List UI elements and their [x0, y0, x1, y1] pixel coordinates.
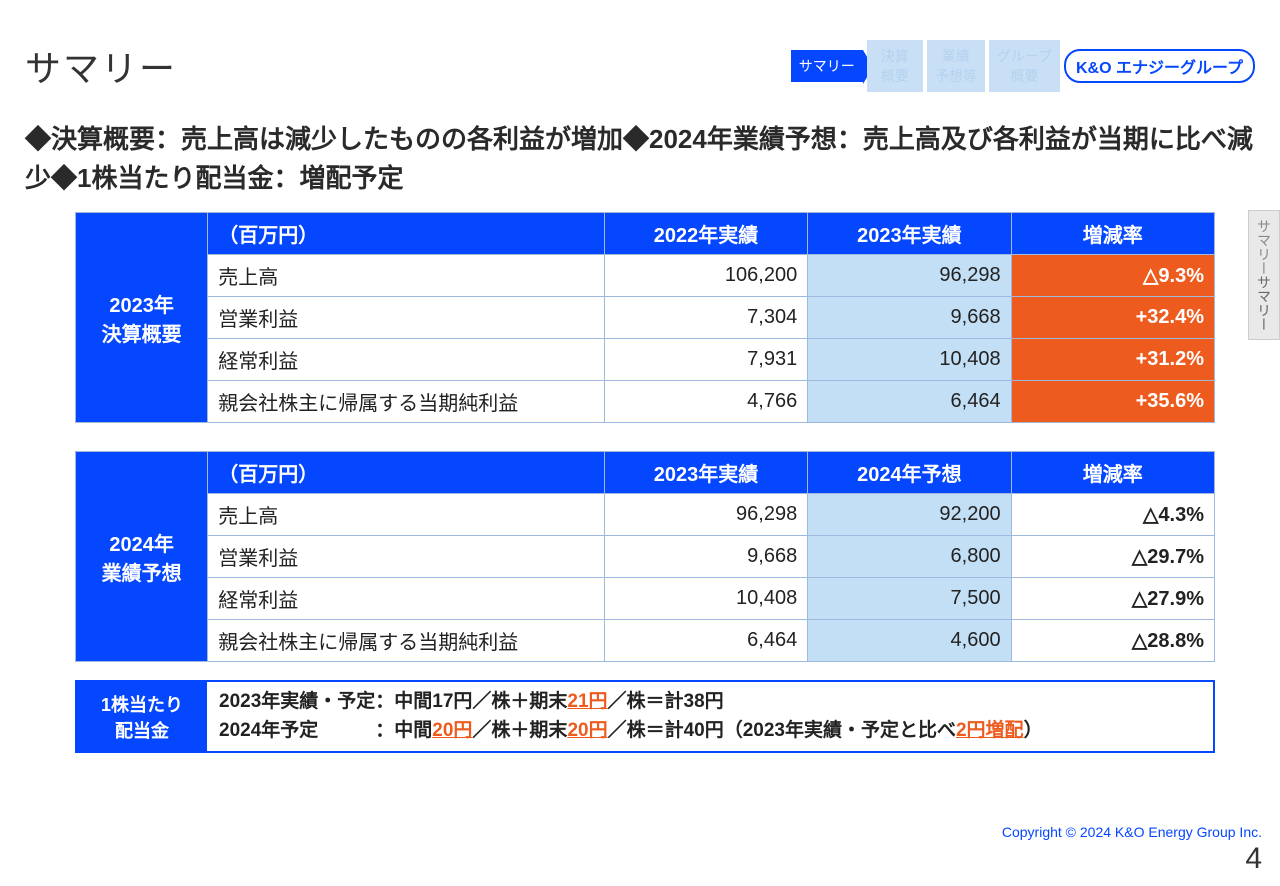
- rate-cell: △28.8%: [1011, 620, 1214, 662]
- rate-cell: △9.3%: [1011, 255, 1214, 297]
- rate-cell: △4.3%: [1011, 494, 1214, 536]
- table-row: 親会社株主に帰属する当期純利益 4,766 6,464 +35.6%: [76, 381, 1215, 423]
- cell: 96,298: [604, 494, 807, 536]
- row-name: 売上高: [208, 255, 605, 297]
- page-number: 4: [1002, 842, 1262, 876]
- text: ／株＝計38円: [608, 691, 724, 712]
- row-name: 営業利益: [208, 297, 605, 339]
- cell: 10,408: [604, 578, 807, 620]
- row-name: 営業利益: [208, 536, 605, 578]
- cell: 4,766: [604, 381, 807, 423]
- accent-text: 20円: [432, 720, 472, 741]
- table-row: 経常利益 10,408 7,500 △27.9%: [76, 578, 1215, 620]
- table-2023-results: 2023年 決算概要 （百万円） 2022年実績 2023年実績 増減率 売上高…: [75, 212, 1215, 423]
- text: ）: [1024, 720, 1043, 741]
- text: ／株＋期末: [472, 720, 567, 741]
- accent-text: 2円増配: [956, 720, 1024, 741]
- rate-cell: △29.7%: [1011, 536, 1214, 578]
- table-row: 営業利益 7,304 9,668 +32.4%: [76, 297, 1215, 339]
- row-name: 経常利益: [208, 339, 605, 381]
- cell: 10,408: [808, 339, 1011, 381]
- rate-cell: △27.9%: [1011, 578, 1214, 620]
- table2-unit: （百万円）: [208, 452, 605, 494]
- row-name: 親会社株主に帰属する当期純利益: [208, 381, 605, 423]
- cell: 6,464: [604, 620, 807, 662]
- brand-badge: K&O エナジーグループ: [1064, 49, 1255, 83]
- cell: 7,931: [604, 339, 807, 381]
- tab-group[interactable]: グループ 概要: [989, 40, 1060, 92]
- summary-text: ◆決算概要：売上高は減少したものの各利益が増加◆2024年業績予想：売上高及び各…: [25, 120, 1255, 198]
- row-name: 経常利益: [208, 578, 605, 620]
- rate-cell: +32.4%: [1011, 297, 1214, 339]
- table1-col3: 増減率: [1011, 213, 1214, 255]
- rate-cell: +31.2%: [1011, 339, 1214, 381]
- table2-col3: 増減率: [1011, 452, 1214, 494]
- table-row: 経常利益 7,931 10,408 +31.2%: [76, 339, 1215, 381]
- table1-col1: 2022年実績: [604, 213, 807, 255]
- table-row: 売上高 106,200 96,298 △9.3%: [76, 255, 1215, 297]
- cell: 7,304: [604, 297, 807, 339]
- table-row: 営業利益 9,668 6,800 △29.7%: [76, 536, 1215, 578]
- cell: 96,298: [808, 255, 1011, 297]
- cell: 6,800: [808, 536, 1011, 578]
- table1-unit: （百万円）: [208, 213, 605, 255]
- table2-label: 2024年 業績予想: [76, 452, 208, 662]
- table2-col1: 2023年実績: [604, 452, 807, 494]
- cell: 9,668: [808, 297, 1011, 339]
- accent-text: 20円: [567, 720, 607, 741]
- footer: Copyright © 2024 K&O Energy Group Inc. 4: [1002, 824, 1262, 876]
- dividend-label: 1株当たり 配当金: [77, 682, 207, 751]
- table1-label: 2023年 決算概要: [76, 213, 208, 423]
- cell: 9,668: [604, 536, 807, 578]
- cell: 92,200: [808, 494, 1011, 536]
- page-title: サマリー: [25, 40, 177, 92]
- row-name: 親会社株主に帰属する当期純利益: [208, 620, 605, 662]
- tab-forecast[interactable]: 業績 予想等: [927, 40, 985, 92]
- text: 2024年予定 ：中間: [219, 720, 432, 741]
- table2-col2: 2024年予想: [808, 452, 1011, 494]
- nav-tabs: サマリー 決算 概要 業績 予想等 グループ 概要 K&O エナジーグループ: [791, 40, 1255, 92]
- dividend-text: 2023年実績・予定：中間17円／株＋期末21円／株＝計38円 2024年予定 …: [207, 682, 1213, 751]
- table-row: 売上高 96,298 92,200 △4.3%: [76, 494, 1215, 536]
- tab-summary[interactable]: サマリー: [791, 50, 863, 82]
- cell: 4,600: [808, 620, 1011, 662]
- rate-cell: +35.6%: [1011, 381, 1214, 423]
- row-name: 売上高: [208, 494, 605, 536]
- cell: 6,464: [808, 381, 1011, 423]
- dividend-box: 1株当たり 配当金 2023年実績・予定：中間17円／株＋期末21円／株＝計38…: [75, 680, 1215, 753]
- cell: 7,500: [808, 578, 1011, 620]
- table1-col2: 2023年実績: [808, 213, 1011, 255]
- side-index-tab: サマリーサマリー: [1248, 210, 1280, 340]
- table-2024-forecast: 2024年 業績予想 （百万円） 2023年実績 2024年予想 増減率 売上高…: [75, 451, 1215, 662]
- tab-results[interactable]: 決算 概要: [867, 40, 923, 92]
- cell: 106,200: [604, 255, 807, 297]
- accent-text: 21円: [567, 691, 607, 712]
- text: 2023年実績・予定：中間17円／株＋期末: [219, 691, 567, 712]
- copyright: Copyright © 2024 K&O Energy Group Inc.: [1002, 824, 1262, 840]
- text: ／株＝計40円（2023年実績・予定と比べ: [608, 720, 956, 741]
- table-row: 親会社株主に帰属する当期純利益 6,464 4,600 △28.8%: [76, 620, 1215, 662]
